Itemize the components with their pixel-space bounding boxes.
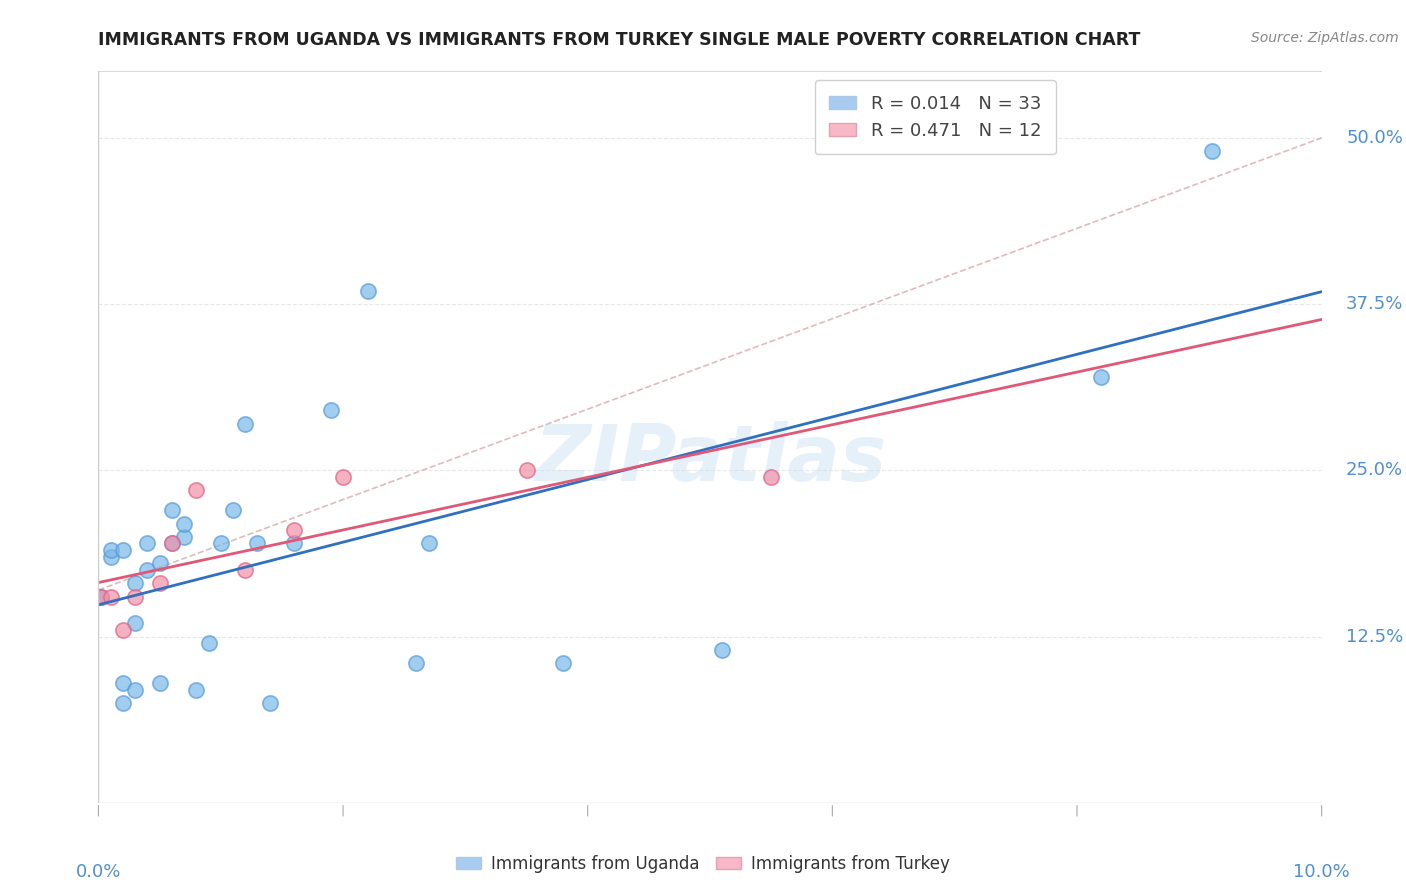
Text: IMMIGRANTS FROM UGANDA VS IMMIGRANTS FROM TURKEY SINGLE MALE POVERTY CORRELATION: IMMIGRANTS FROM UGANDA VS IMMIGRANTS FRO… — [98, 31, 1140, 49]
Point — [111, 543, 134, 558]
Point — [124, 590, 146, 604]
Point — [124, 616, 146, 631]
Text: 10.0%: 10.0% — [1294, 863, 1350, 880]
Point — [553, 656, 575, 670]
Point — [173, 530, 195, 544]
Text: 0.0%: 0.0% — [76, 863, 121, 880]
Point — [111, 696, 134, 710]
Point — [111, 623, 134, 637]
Point — [246, 536, 269, 550]
Text: 50.0%: 50.0% — [1346, 128, 1403, 147]
Point — [259, 696, 281, 710]
Point — [186, 682, 208, 697]
Point — [418, 536, 440, 550]
Point — [186, 483, 208, 498]
Point — [283, 536, 305, 550]
Point — [759, 470, 782, 484]
Point — [100, 549, 122, 564]
Point — [160, 536, 183, 550]
Point — [149, 576, 172, 591]
Point — [100, 590, 122, 604]
Point — [209, 536, 232, 550]
Point — [222, 503, 245, 517]
Text: 37.5%: 37.5% — [1346, 295, 1403, 313]
Point — [100, 543, 122, 558]
Point — [149, 676, 172, 690]
Point — [160, 536, 183, 550]
Point — [111, 676, 134, 690]
Point — [1201, 144, 1223, 158]
Point — [233, 563, 256, 577]
Point — [283, 523, 305, 537]
Point — [160, 503, 183, 517]
Point — [405, 656, 427, 670]
Point — [90, 590, 112, 604]
Point — [124, 576, 146, 591]
Text: 12.5%: 12.5% — [1346, 628, 1403, 646]
Text: ZIPatlas: ZIPatlas — [534, 421, 886, 497]
Point — [332, 470, 354, 484]
Point — [711, 643, 734, 657]
Legend: R = 0.014   N = 33, R = 0.471   N = 12: R = 0.014 N = 33, R = 0.471 N = 12 — [815, 80, 1056, 154]
Legend: Immigrants from Uganda, Immigrants from Turkey: Immigrants from Uganda, Immigrants from … — [450, 848, 956, 880]
Point — [197, 636, 219, 650]
Point — [136, 563, 159, 577]
Point — [1090, 370, 1112, 384]
Point — [149, 557, 172, 571]
Text: Source: ZipAtlas.com: Source: ZipAtlas.com — [1251, 31, 1399, 45]
Point — [516, 463, 538, 477]
Point — [173, 516, 195, 531]
Point — [136, 536, 159, 550]
Point — [319, 403, 342, 417]
Point — [90, 590, 112, 604]
Text: 25.0%: 25.0% — [1346, 461, 1403, 479]
Point — [356, 284, 378, 298]
Point — [233, 417, 256, 431]
Point — [124, 682, 146, 697]
